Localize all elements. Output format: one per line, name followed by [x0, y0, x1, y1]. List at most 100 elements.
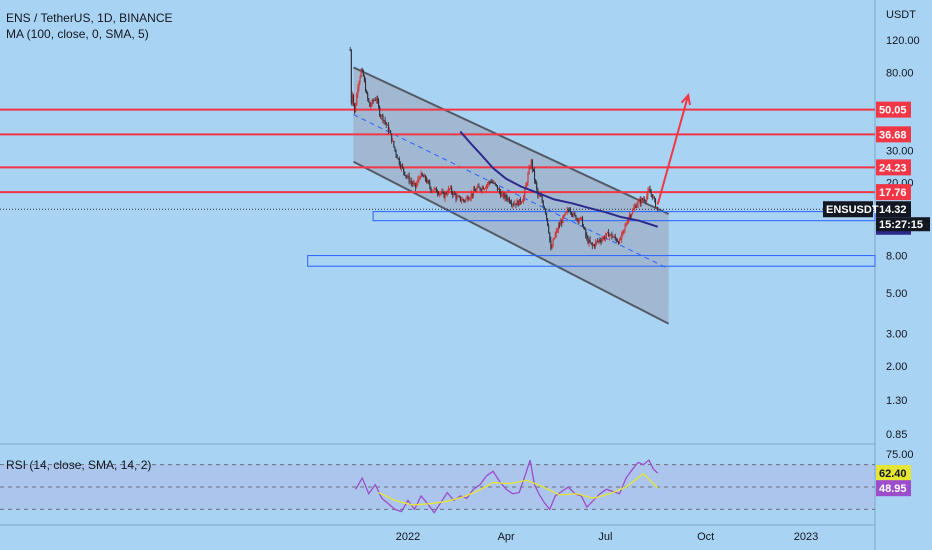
candle-body — [498, 189, 500, 191]
candle-body — [511, 203, 513, 205]
candle-body — [628, 215, 630, 218]
candle-body — [598, 240, 600, 242]
candle-body — [555, 230, 557, 235]
candle-body — [580, 217, 582, 219]
candle-body — [356, 94, 358, 106]
candle-body — [610, 234, 612, 236]
candle-body — [553, 237, 555, 240]
candle-body — [395, 150, 397, 155]
candle-body — [575, 215, 577, 220]
candle-body — [349, 49, 351, 51]
candle-body — [387, 124, 389, 132]
candle-body — [536, 182, 538, 189]
candle-body — [503, 193, 505, 199]
candle-body — [479, 187, 481, 190]
price-tick-label: 30.00 — [886, 145, 914, 157]
price-axis-panel — [875, 0, 932, 550]
candle-body — [410, 181, 412, 183]
candle-body — [370, 105, 372, 107]
candle-body — [579, 217, 581, 220]
candle-body — [646, 195, 648, 201]
candle-body — [573, 212, 575, 216]
candle-body — [402, 165, 404, 168]
price-tick-label: 1.30 — [886, 395, 907, 407]
candle-body — [415, 182, 417, 188]
candle-body — [604, 236, 606, 239]
price-tick-label: 0.85 — [886, 429, 907, 441]
ma-100-line — [459, 130, 659, 228]
candle-body — [508, 198, 511, 203]
price-tag-label: 36.68 — [879, 129, 907, 141]
candle-body — [360, 69, 362, 78]
price-tag-label: 50.05 — [879, 105, 907, 117]
candle-body — [554, 234, 556, 238]
support-zone-1 — [307, 255, 876, 267]
candle-body — [491, 182, 493, 184]
symbol-tag-label: ENSUSDT — [826, 204, 879, 216]
candle-body — [418, 178, 420, 180]
candle-body — [483, 188, 485, 190]
candle-body — [600, 240, 602, 242]
rsi-tick-label: 75.00 — [886, 449, 914, 461]
candle-body — [419, 177, 421, 179]
price-tag — [876, 101, 911, 118]
candle-body — [639, 199, 641, 204]
candle-body — [427, 180, 429, 183]
rsi-ma-line — [378, 472, 659, 506]
candle-body — [544, 209, 546, 213]
countdown-tag — [876, 217, 930, 232]
candle-body — [516, 200, 518, 205]
candle-body — [653, 197, 656, 199]
support-zone-0 — [372, 211, 876, 222]
candle-body — [529, 167, 531, 169]
candle-body — [480, 189, 482, 191]
candle-body — [484, 187, 487, 189]
candle-body — [607, 232, 609, 234]
candle-body — [446, 193, 448, 195]
candle-body — [560, 221, 562, 226]
candle-body — [592, 244, 594, 246]
candle-body — [434, 188, 436, 190]
candle-body — [595, 241, 597, 247]
time-tick-label: Apr — [498, 531, 515, 543]
candle-body — [638, 199, 640, 201]
candle-body — [416, 183, 418, 188]
candle-body — [632, 210, 634, 214]
candle-body — [502, 193, 504, 195]
price-tag — [876, 159, 911, 176]
candle-body — [474, 189, 476, 191]
price-axis-unit: USDT — [886, 9, 916, 21]
candle-body — [471, 193, 473, 196]
candle-body — [564, 212, 566, 216]
candle-body — [433, 188, 435, 191]
candle-body — [466, 197, 468, 199]
price-tick-label: 5.00 — [886, 288, 907, 300]
candle-body — [363, 76, 365, 82]
price-tag-label: 24.23 — [879, 162, 907, 174]
candle-body — [456, 196, 458, 199]
candle-body — [507, 198, 509, 200]
candle-body — [612, 237, 614, 239]
candle-body — [496, 185, 499, 190]
time-tick-label: 2023 — [794, 531, 818, 543]
candle-body — [634, 206, 636, 209]
candle-body — [644, 199, 646, 201]
candle-body — [562, 216, 564, 224]
candle-body — [601, 239, 603, 242]
candle-body — [603, 237, 605, 239]
candle-body — [448, 188, 451, 190]
candle-body — [357, 87, 359, 95]
candle-body — [407, 175, 409, 177]
channel-lower-line — [353, 160, 670, 325]
candle-body — [397, 158, 399, 160]
candle-body — [438, 193, 440, 195]
candle-body — [548, 225, 550, 233]
price-tick-label: 3.00 — [886, 329, 907, 341]
candle-body — [451, 187, 453, 193]
candle-body — [651, 194, 653, 198]
candle-body — [531, 160, 533, 169]
rsi-ma-value-label: 48.95 — [879, 483, 907, 495]
candle-body — [464, 200, 466, 202]
candle-body — [422, 175, 424, 178]
